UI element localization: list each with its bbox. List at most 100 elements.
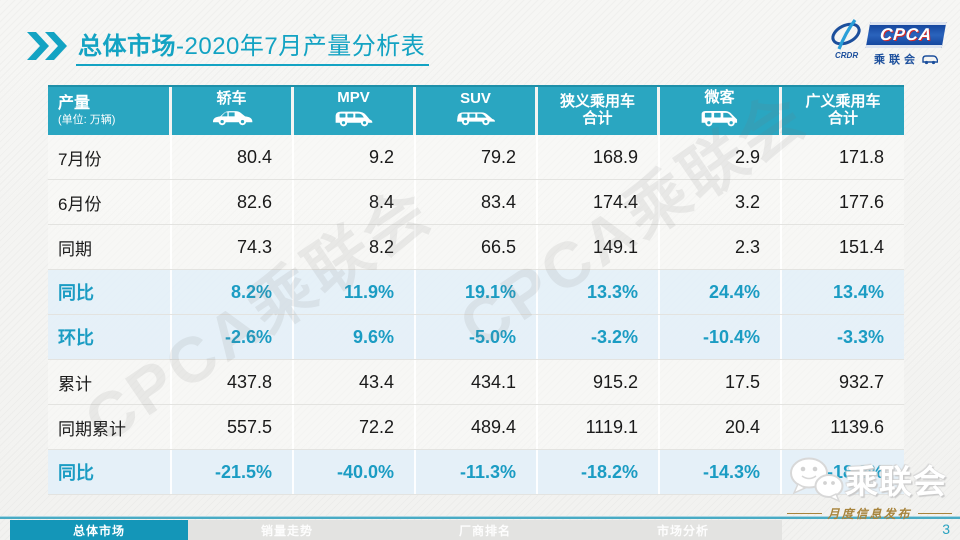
cell-value: 174.4 — [538, 180, 660, 224]
header-metric-label: 产量 — [58, 95, 91, 113]
cell-value: -21.5% — [172, 450, 294, 494]
cell-value: -2.6% — [172, 315, 294, 359]
table-row: 同期 74.3 8.2 66.5 149.1 2.3 151.4 — [48, 225, 904, 270]
svg-text:CRDR: CRDR — [835, 51, 858, 60]
cell-value: -14.3% — [660, 450, 782, 494]
header-label: 狭义乘用车 — [559, 93, 635, 111]
table-row: 6月份 82.6 8.4 83.4 174.4 3.2 177.6 — [48, 180, 904, 225]
cell-value: -5.0% — [416, 315, 538, 359]
cell-value: 8.2 — [294, 225, 416, 269]
header-unit-label: (单位: 万辆) — [58, 114, 116, 127]
footer-divider — [0, 516, 960, 519]
cell-value: 8.2% — [172, 270, 294, 314]
cell-value: 2.9 — [660, 135, 782, 179]
page-number: 3 — [942, 521, 950, 537]
row-label: 同期 — [48, 225, 172, 269]
cell-value: 8.4 — [294, 180, 416, 224]
row-label: 7月份 — [48, 135, 172, 179]
cell-value: 177.6 — [782, 180, 904, 224]
cell-value: 83.4 — [416, 180, 538, 224]
cell-value: 66.5 — [416, 225, 538, 269]
cell-value: 2.3 — [660, 225, 782, 269]
row-label: 6月份 — [48, 180, 172, 224]
footer-tab-2[interactable]: 销量走势 — [188, 520, 386, 540]
row-label: 同期累计 — [48, 405, 172, 449]
cell-value: 17.5 — [660, 360, 782, 404]
cell-value: 74.3 — [172, 225, 294, 269]
header-label-line2: 合计 — [827, 110, 858, 127]
cell-value: 434.1 — [416, 360, 538, 404]
header-cell: SUV — [416, 87, 538, 135]
cell-value: 43.4 — [294, 360, 416, 404]
cell-value: 20.4 — [660, 405, 782, 449]
cpca-logo: CRDR CPCA 乘联会 — [828, 18, 947, 67]
cell-value: 80.4 — [172, 135, 294, 179]
cell-value: 915.2 — [538, 360, 660, 404]
cell-value: 24.4% — [660, 270, 782, 314]
cell-value: 1139.6 — [782, 405, 904, 449]
wechat-icon — [790, 457, 844, 503]
header-cell: 轿车 — [172, 87, 294, 135]
title-row: 总体市场-2020年7月产量分析表 — [26, 26, 430, 66]
mini-car-icon — [922, 54, 938, 64]
row-label: 同比 — [48, 270, 172, 314]
cell-value: -10.4% — [660, 315, 782, 359]
mpv-icon — [333, 107, 375, 132]
cell-value: 9.6% — [294, 315, 416, 359]
table-row: 7月份 80.4 9.2 79.2 168.9 2.9 171.8 — [48, 135, 904, 180]
table-body: 7月份 80.4 9.2 79.2 168.9 2.9 171.8 6月份 82.6 8.4 83.… — [48, 135, 904, 495]
wechat-subtitle: 月度信息发布 — [827, 507, 912, 521]
cell-value: 13.4% — [782, 270, 904, 314]
title-suffix: -2020年7月产量分析表 — [176, 33, 426, 60]
wechat-account-name: 乘联会 — [845, 463, 947, 500]
sedan-icon — [211, 107, 253, 131]
cell-value: 79.2 — [416, 135, 538, 179]
title-prefix: 总体市场 — [78, 33, 176, 60]
cell-value: 489.4 — [416, 405, 538, 449]
cell-value: 151.4 — [782, 225, 904, 269]
footer-tab-4[interactable]: 市场分析 — [584, 520, 782, 540]
footer-tabs: 总体市场 销量走势 厂商排名 市场分析 — [10, 520, 782, 540]
row-label: 环比 — [48, 315, 172, 359]
gold-dash — [917, 513, 953, 514]
cell-value: -11.3% — [416, 450, 538, 494]
cell-value: -40.0% — [294, 450, 416, 494]
header-cell: MPV — [294, 87, 416, 135]
suv-icon — [455, 107, 497, 131]
wechat-branding: 乘联会 月度信息发布 — [787, 455, 953, 522]
cell-value: 3.2 — [660, 180, 782, 224]
gold-dash — [787, 513, 822, 514]
cell-value: 168.9 — [538, 135, 660, 179]
header-label: 轿车 — [216, 89, 247, 107]
footer-tab-3[interactable]: 厂商排名 — [386, 520, 584, 540]
page-title: 总体市场-2020年7月产量分析表 — [76, 26, 430, 66]
cell-value: 932.7 — [782, 360, 904, 404]
cell-value: 82.6 — [172, 180, 294, 224]
header-label-line2: 合计 — [582, 110, 613, 127]
cpca-emblem-icon: CRDR — [831, 19, 861, 60]
production-table: 产量 (单位: 万辆) 轿车 MPV SUV 狭义乘用车 合计 微客 广义乘用车 合计 7月份… — [48, 85, 904, 495]
row-label: 同比 — [48, 450, 172, 494]
microvan-icon — [699, 107, 741, 132]
cell-value: 13.3% — [538, 270, 660, 314]
cell-value: 72.2 — [294, 405, 416, 449]
cell-value: 557.5 — [172, 405, 294, 449]
table-row: 同比 8.2% 11.9% 19.1% 13.3% 24.4% 13.4% — [48, 270, 904, 315]
cell-value: 11.9% — [294, 270, 416, 314]
header-label: MPV — [337, 89, 370, 107]
footer-tab-1[interactable]: 总体市场 — [10, 520, 188, 540]
table-header-row: 产量 (单位: 万辆) 轿车 MPV SUV 狭义乘用车 合计 微客 广义乘用车 合计 — [48, 85, 904, 135]
table-row: 同比 -21.5% -40.0% -11.3% -18.2% -14.3% -18.2% — [48, 450, 904, 495]
header-cell: 微客 — [660, 87, 782, 135]
cell-value: 437.8 — [172, 360, 294, 404]
cpca-wordmark: CPCA — [865, 22, 947, 48]
header-cell-metric: 产量 (单位: 万辆) — [48, 87, 172, 135]
double-chevron-icon — [27, 32, 67, 60]
cell-value: -18.2% — [538, 450, 660, 494]
cell-value: 19.1% — [416, 270, 538, 314]
cell-value: 1119.1 — [538, 405, 660, 449]
row-label: 累计 — [48, 360, 172, 404]
header-label: 微客 — [704, 89, 735, 107]
cell-value: 9.2 — [294, 135, 416, 179]
